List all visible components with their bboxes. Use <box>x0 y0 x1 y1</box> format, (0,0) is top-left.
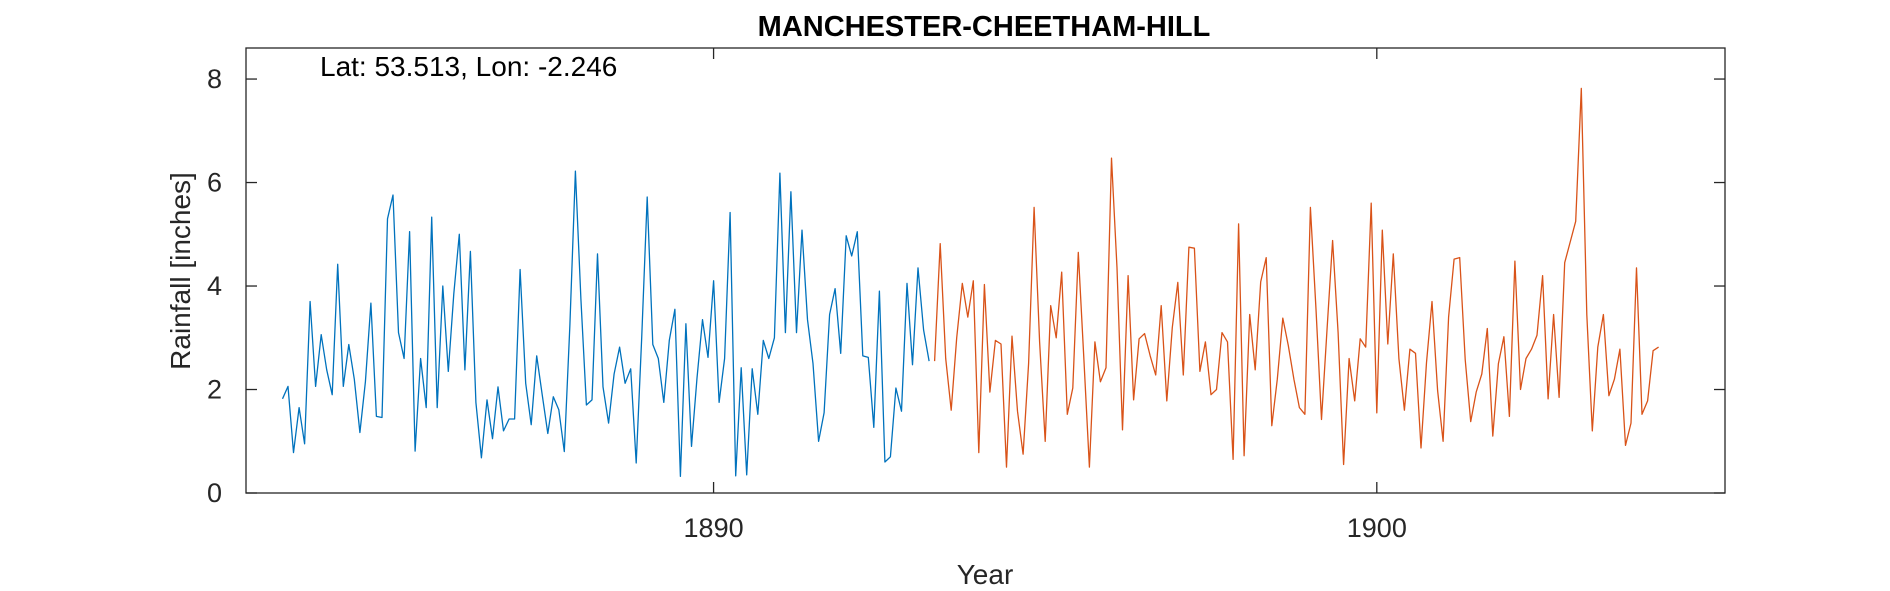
y-tick-label: 8 <box>207 64 222 94</box>
y-tick-label: 0 <box>207 478 222 508</box>
series-line-1 <box>281 170 930 478</box>
y-tick-label: 2 <box>207 375 222 405</box>
x-axis: 1890 1900 <box>684 48 1407 543</box>
y-tick-label: 6 <box>207 168 222 198</box>
x-axis-title: Year <box>957 559 1014 590</box>
y-axis: 0 2 4 6 8 <box>207 64 1725 508</box>
x-tick-label: 1900 <box>1347 513 1407 543</box>
chart-title: MANCHESTER-CHEETHAM-HILL <box>758 11 1211 43</box>
y-axis-title: Rainfall [inches] <box>165 172 196 370</box>
series-line-2 <box>933 87 1659 468</box>
plot-area-frame <box>245 47 1726 494</box>
y-tick-label: 4 <box>207 271 222 301</box>
x-tick-label: 1890 <box>684 513 744 543</box>
series-layer <box>281 87 1659 478</box>
location-annotation: Lat: 53.513, Lon: -2.246 <box>320 51 617 82</box>
